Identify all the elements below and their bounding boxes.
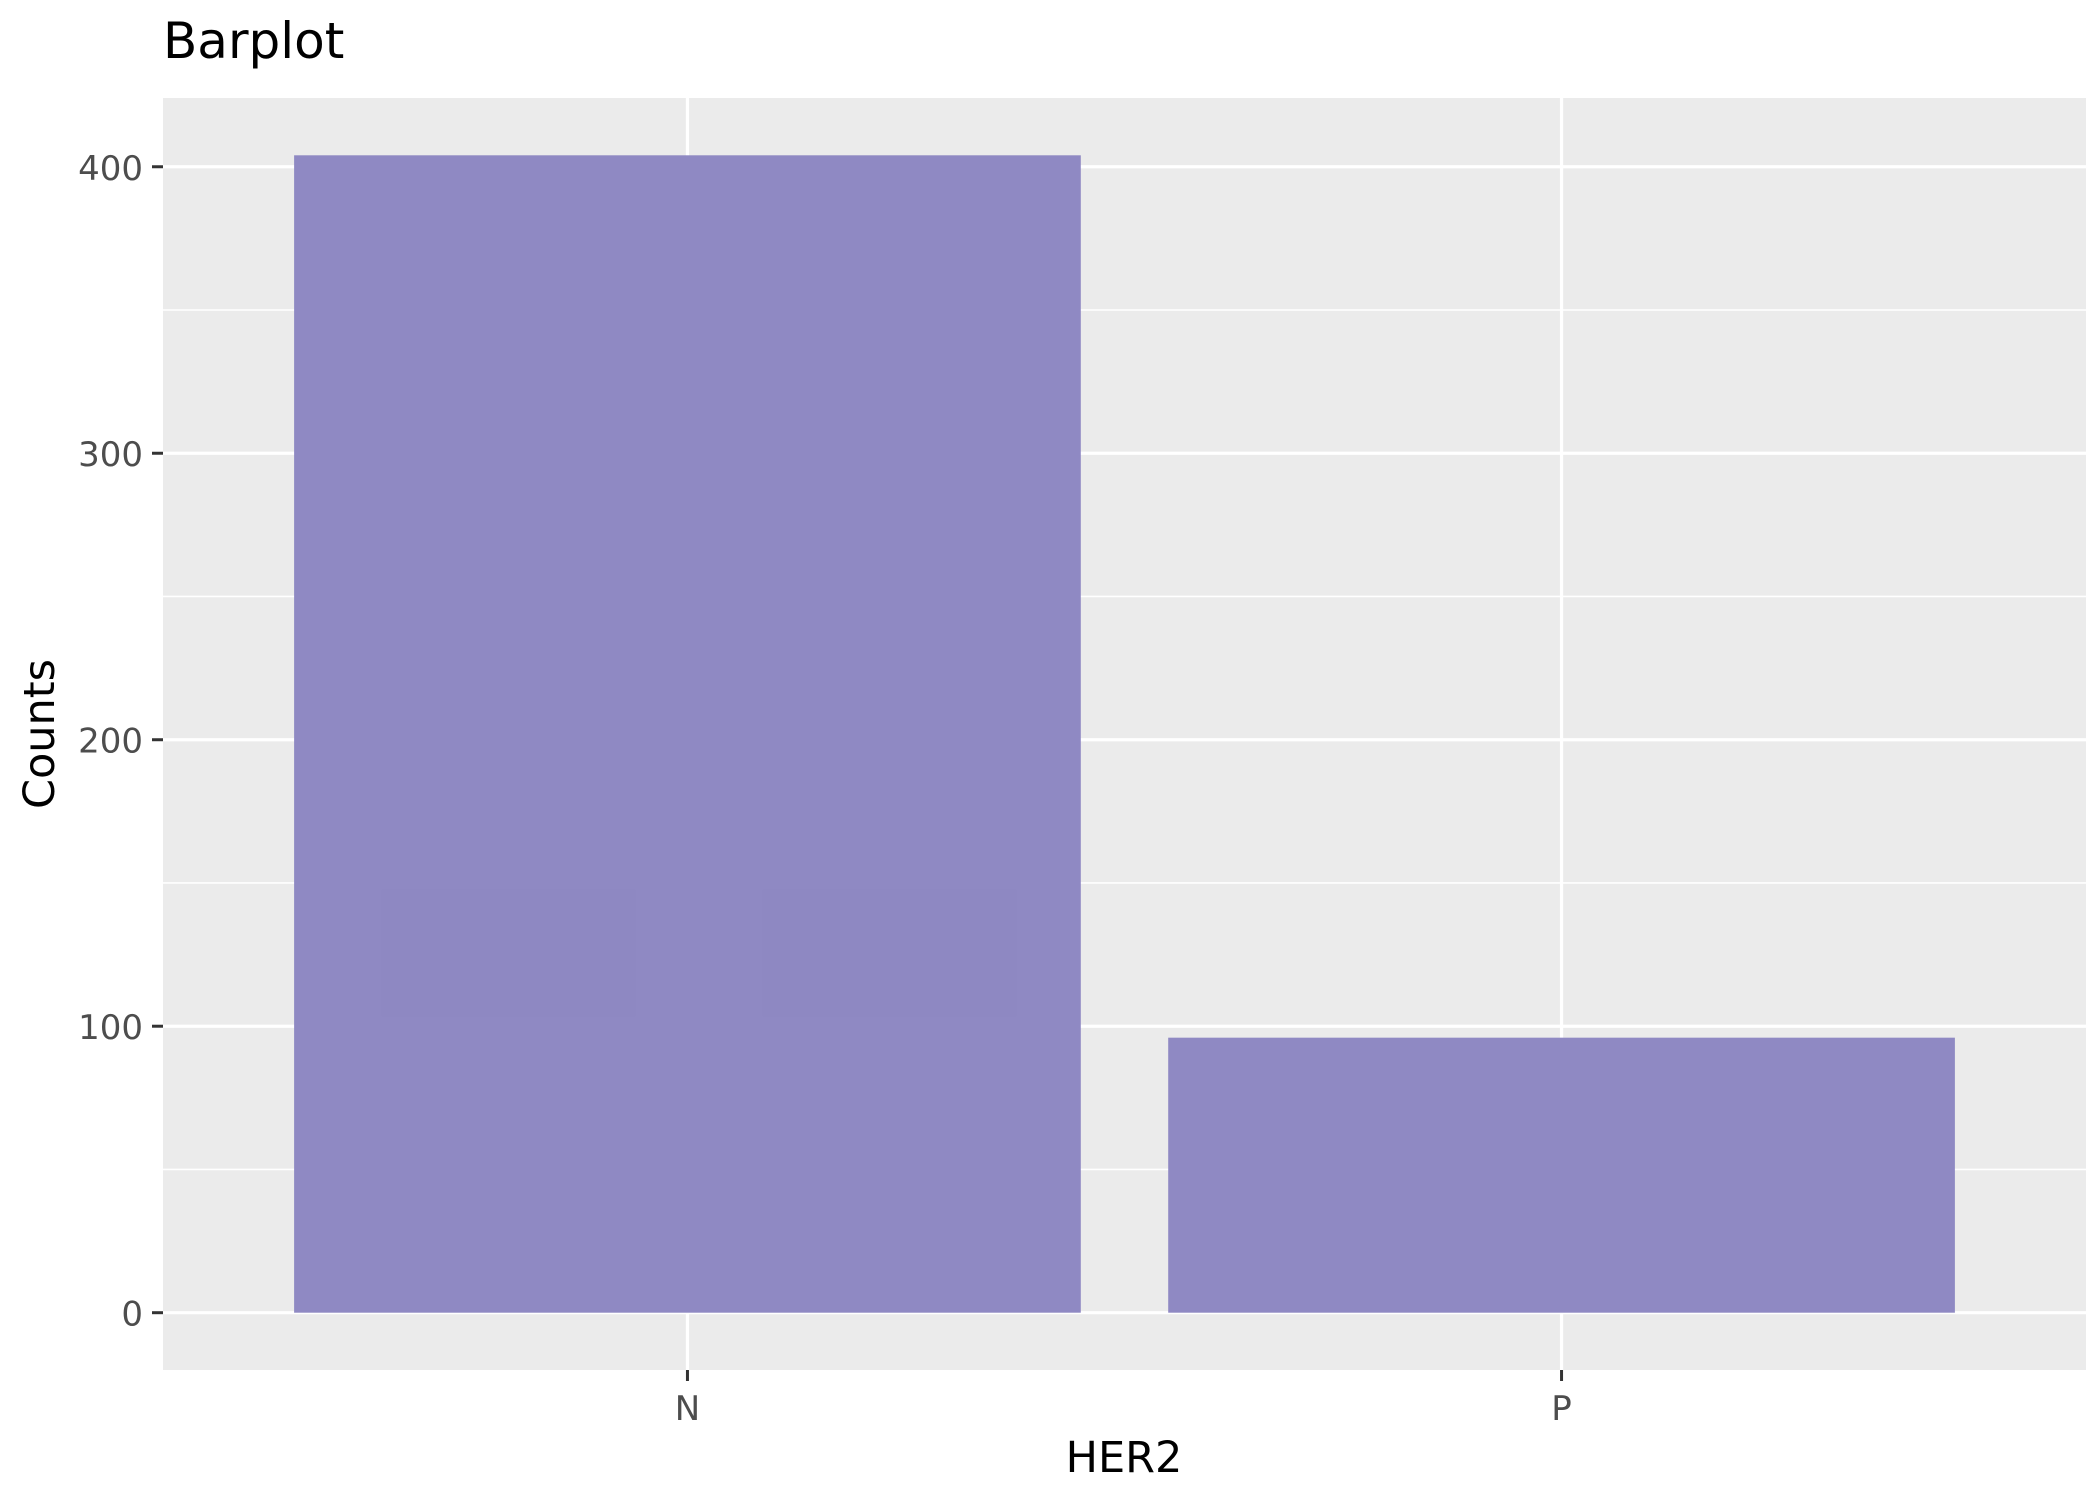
x-tick-label: P	[1551, 1389, 1572, 1429]
x-tick-label: N	[675, 1389, 700, 1429]
y-tick-label: 400	[78, 149, 143, 189]
y-tick-label: 100	[78, 1008, 143, 1048]
x-axis-label: HER2	[1066, 1433, 1183, 1483]
y-tick-label: 200	[78, 722, 143, 762]
y-axis-label: Counts	[15, 659, 65, 809]
chart-title: Barplot	[163, 12, 344, 70]
bar-N	[294, 155, 1081, 1313]
y-tick-label: 0	[121, 1295, 143, 1335]
y-tick-label: 300	[78, 435, 143, 475]
bar-P	[1168, 1037, 1955, 1313]
